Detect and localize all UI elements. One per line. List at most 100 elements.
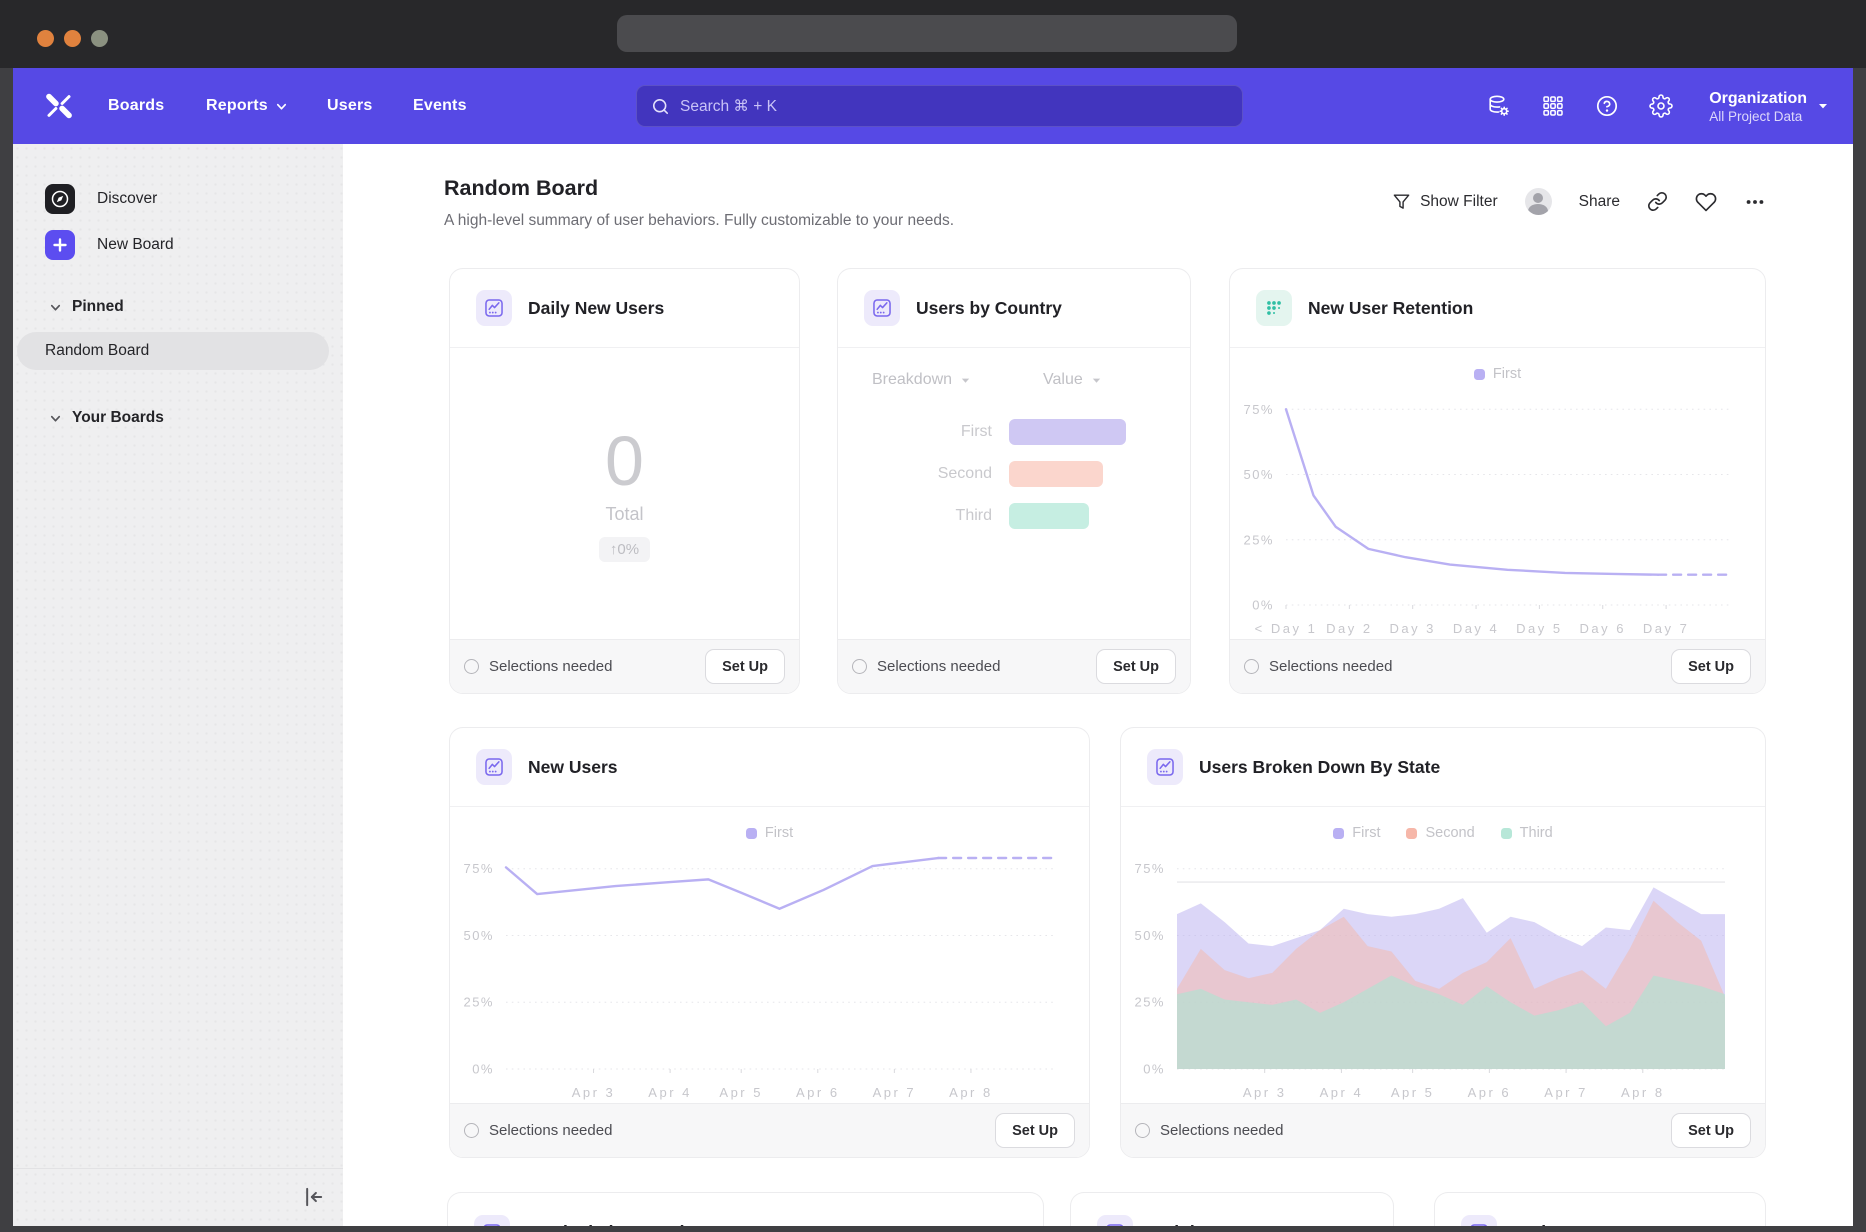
chevron-down-icon [49, 301, 62, 314]
svg-text:Apr 7: Apr 7 [873, 1085, 917, 1100]
nav-item-label: Events [413, 97, 467, 115]
set-up-button[interactable]: Set Up [995, 1113, 1075, 1148]
nav-item-users[interactable]: Users [327, 68, 372, 144]
data-management-icon[interactable] [1487, 94, 1511, 118]
top-nav: Boards Reports Users Events Search ⌘ + K [13, 68, 1853, 144]
line-chart-icon [1461, 1215, 1497, 1227]
svg-text:Apr 5: Apr 5 [1391, 1085, 1435, 1100]
legend-label: Second [1425, 825, 1474, 841]
svg-text:Apr 4: Apr 4 [1320, 1085, 1364, 1100]
legend-item[interactable]: First [1333, 824, 1380, 842]
retention-dots-icon [1256, 290, 1292, 326]
legend-swatch-icon [1406, 828, 1417, 839]
sidebar-section-pinned[interactable]: Pinned [13, 298, 343, 316]
card-body: 0 Total ↑0% [450, 349, 799, 639]
chart-legend: First [1230, 365, 1765, 383]
traffic-light-close-button[interactable] [37, 30, 54, 47]
svg-text:Day 3: Day 3 [1389, 621, 1435, 636]
svg-text:Apr 3: Apr 3 [1243, 1085, 1287, 1100]
legend-item[interactable]: Second [1406, 824, 1474, 842]
legend-label: First [1352, 825, 1380, 841]
card-active-users: Active Users [1434, 1192, 1766, 1226]
card-title: Insights Report [1149, 1222, 1277, 1226]
svg-text:Day 6: Day 6 [1580, 621, 1626, 636]
card-title: Users Broken Down By State [1199, 757, 1440, 778]
set-up-button[interactable]: Set Up [1096, 649, 1176, 684]
nav-right-cluster: Organization All Project Data [1487, 68, 1829, 144]
card-header: New User Retention [1230, 269, 1765, 348]
status-circle-icon [852, 659, 867, 674]
nav-item-reports[interactable]: Reports [206, 68, 288, 144]
sidebar-item-discover[interactable]: Discover [13, 184, 343, 214]
filter-funnel-icon [1392, 192, 1411, 211]
card-header: Users Broken Down By State [1121, 728, 1765, 807]
mixpanel-logo-icon[interactable] [44, 91, 74, 121]
traffic-light-minimize-button[interactable] [64, 30, 81, 47]
apps-grid-icon[interactable] [1541, 94, 1565, 118]
state-area-chart: 75%50%25%0%Apr 3Apr 4Apr 5Apr 6Apr 7Apr … [1121, 842, 1765, 1103]
skeleton-bar [1009, 461, 1103, 487]
legend-item[interactable]: Third [1501, 824, 1553, 842]
search-placeholder: Search ⌘ + K [680, 97, 777, 116]
status-text: Selections needed [1269, 658, 1392, 675]
svg-text:50%: 50% [463, 928, 494, 943]
card-footer: Selections needed Set Up [450, 1103, 1089, 1157]
svg-text:Apr 7: Apr 7 [1544, 1085, 1588, 1100]
show-filter-label: Show Filter [1420, 193, 1498, 211]
favorite-heart-icon[interactable] [1695, 191, 1717, 213]
svg-text:75%: 75% [463, 861, 494, 876]
chevron-down-icon [49, 412, 62, 425]
avatar[interactable] [1525, 188, 1552, 215]
collapse-sidebar-icon[interactable] [299, 1183, 327, 1211]
sidebar-item-random-board[interactable]: Random Board [17, 332, 329, 370]
help-icon[interactable] [1595, 94, 1619, 118]
legend-label: First [765, 825, 793, 841]
legend-swatch-icon [1501, 828, 1512, 839]
dropdown-label: Value [1043, 371, 1083, 389]
card-header: Active Users [1435, 1193, 1765, 1226]
traffic-light-zoom-button[interactable] [91, 30, 108, 47]
nav-item-events[interactable]: Events [413, 68, 467, 144]
copy-link-icon[interactable] [1647, 191, 1668, 212]
show-filter-button[interactable]: Show Filter [1392, 192, 1498, 211]
svg-text:50%: 50% [1243, 467, 1274, 482]
status-text: Selections needed [1160, 1122, 1283, 1139]
svg-text:0%: 0% [1252, 598, 1274, 613]
settings-gear-icon[interactable] [1649, 94, 1673, 118]
sidebar-item-new-board[interactable]: New Board [13, 230, 343, 260]
browser-address-bar[interactable] [617, 15, 1237, 52]
legend-item[interactable]: First [746, 824, 793, 842]
set-up-button[interactable]: Set Up [1671, 649, 1751, 684]
card-stacked-line-graph: Stacked Line Graph [447, 1192, 1044, 1226]
legend-item[interactable]: First [1474, 365, 1521, 383]
breakdown-dropdown[interactable]: Breakdown [872, 371, 971, 389]
more-options-icon[interactable] [1744, 191, 1766, 213]
skeleton-bar-row: First [838, 419, 1190, 445]
share-label: Share [1579, 193, 1620, 211]
svg-text:Apr 6: Apr 6 [1468, 1085, 1512, 1100]
share-button[interactable]: Share [1579, 193, 1620, 211]
search-input[interactable]: Search ⌘ + K [636, 85, 1243, 127]
svg-text:Apr 3: Apr 3 [572, 1085, 616, 1100]
skeleton-bar-rows: FirstSecondThird [838, 403, 1190, 529]
card-insights-report: Insights Report [1070, 1192, 1394, 1226]
value-dropdown[interactable]: Value [1043, 371, 1102, 389]
sidebar-item-label: Random Board [45, 342, 149, 360]
svg-text:Apr 8: Apr 8 [1621, 1085, 1665, 1100]
sidebar-section-your-boards[interactable]: Your Boards [13, 409, 343, 427]
caret-down-icon [1091, 375, 1102, 386]
skeleton-row-label: Second [838, 465, 992, 483]
skeleton-bar [1009, 503, 1089, 529]
line-chart-icon [1097, 1215, 1133, 1227]
metric-value: 0 [605, 426, 644, 496]
set-up-button[interactable]: Set Up [1671, 1113, 1751, 1148]
nav-item-boards[interactable]: Boards [108, 68, 164, 144]
status-text: Selections needed [877, 658, 1000, 675]
card-body: First 75%50%25%0%Apr 3Apr 4Apr 5Apr 6Apr… [450, 808, 1089, 1103]
legend-swatch-icon [746, 828, 757, 839]
set-up-button[interactable]: Set Up [705, 649, 785, 684]
card-header: Users by Country [838, 269, 1190, 348]
svg-text:Day 5: Day 5 [1516, 621, 1562, 636]
org-project-switcher[interactable]: Organization All Project Data [1709, 89, 1829, 124]
status-circle-icon [1135, 1123, 1150, 1138]
